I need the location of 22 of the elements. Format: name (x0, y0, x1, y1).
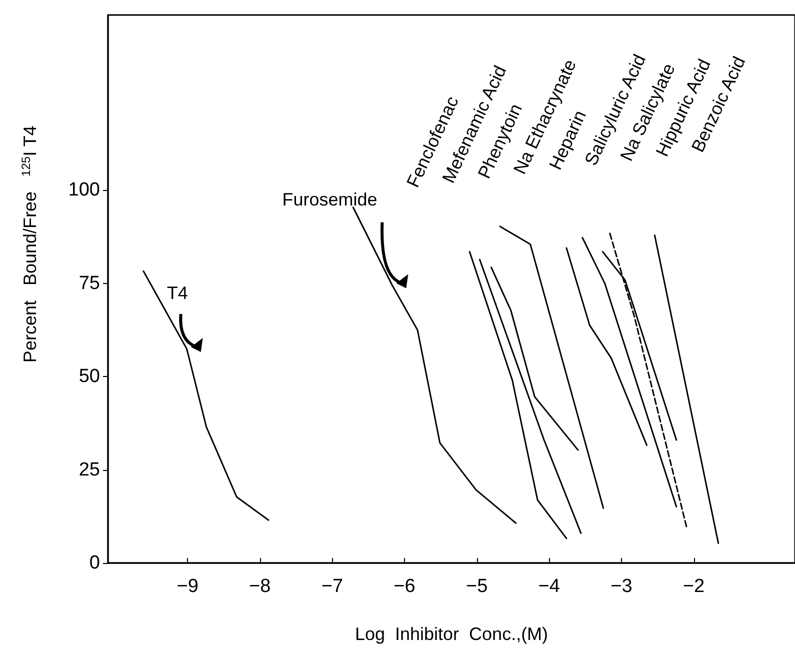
x-tick-label: −7 (321, 576, 344, 597)
y-axis-title: Percent Bound/Free 125I T4 (19, 126, 40, 363)
x-tick-label: −4 (538, 576, 560, 597)
line-series (352, 206, 517, 524)
y-tick-label: 50 (78, 366, 100, 388)
line-series (468, 250, 568, 540)
x-tick-label: −3 (610, 576, 632, 597)
x-tick-label: −2 (682, 576, 705, 597)
y-tick-label: 25 (78, 459, 100, 480)
x-tick-label: −6 (394, 576, 416, 597)
y-tick-label: 100 (68, 180, 100, 201)
line-series (490, 266, 579, 451)
y-tick-label: 0 (89, 552, 100, 574)
x-axis-title: Log Inhibitor Conc.,(M) (354, 624, 548, 644)
series-label: Furosemide (282, 189, 378, 210)
line-series (566, 247, 648, 446)
series-label: T4 (166, 283, 188, 304)
y-tick-label: 75 (78, 272, 100, 294)
x-tick-label: −5 (466, 576, 488, 597)
x-tick-label: −9 (176, 576, 198, 597)
x-tick-label: −8 (249, 576, 271, 597)
line-series (142, 270, 270, 521)
